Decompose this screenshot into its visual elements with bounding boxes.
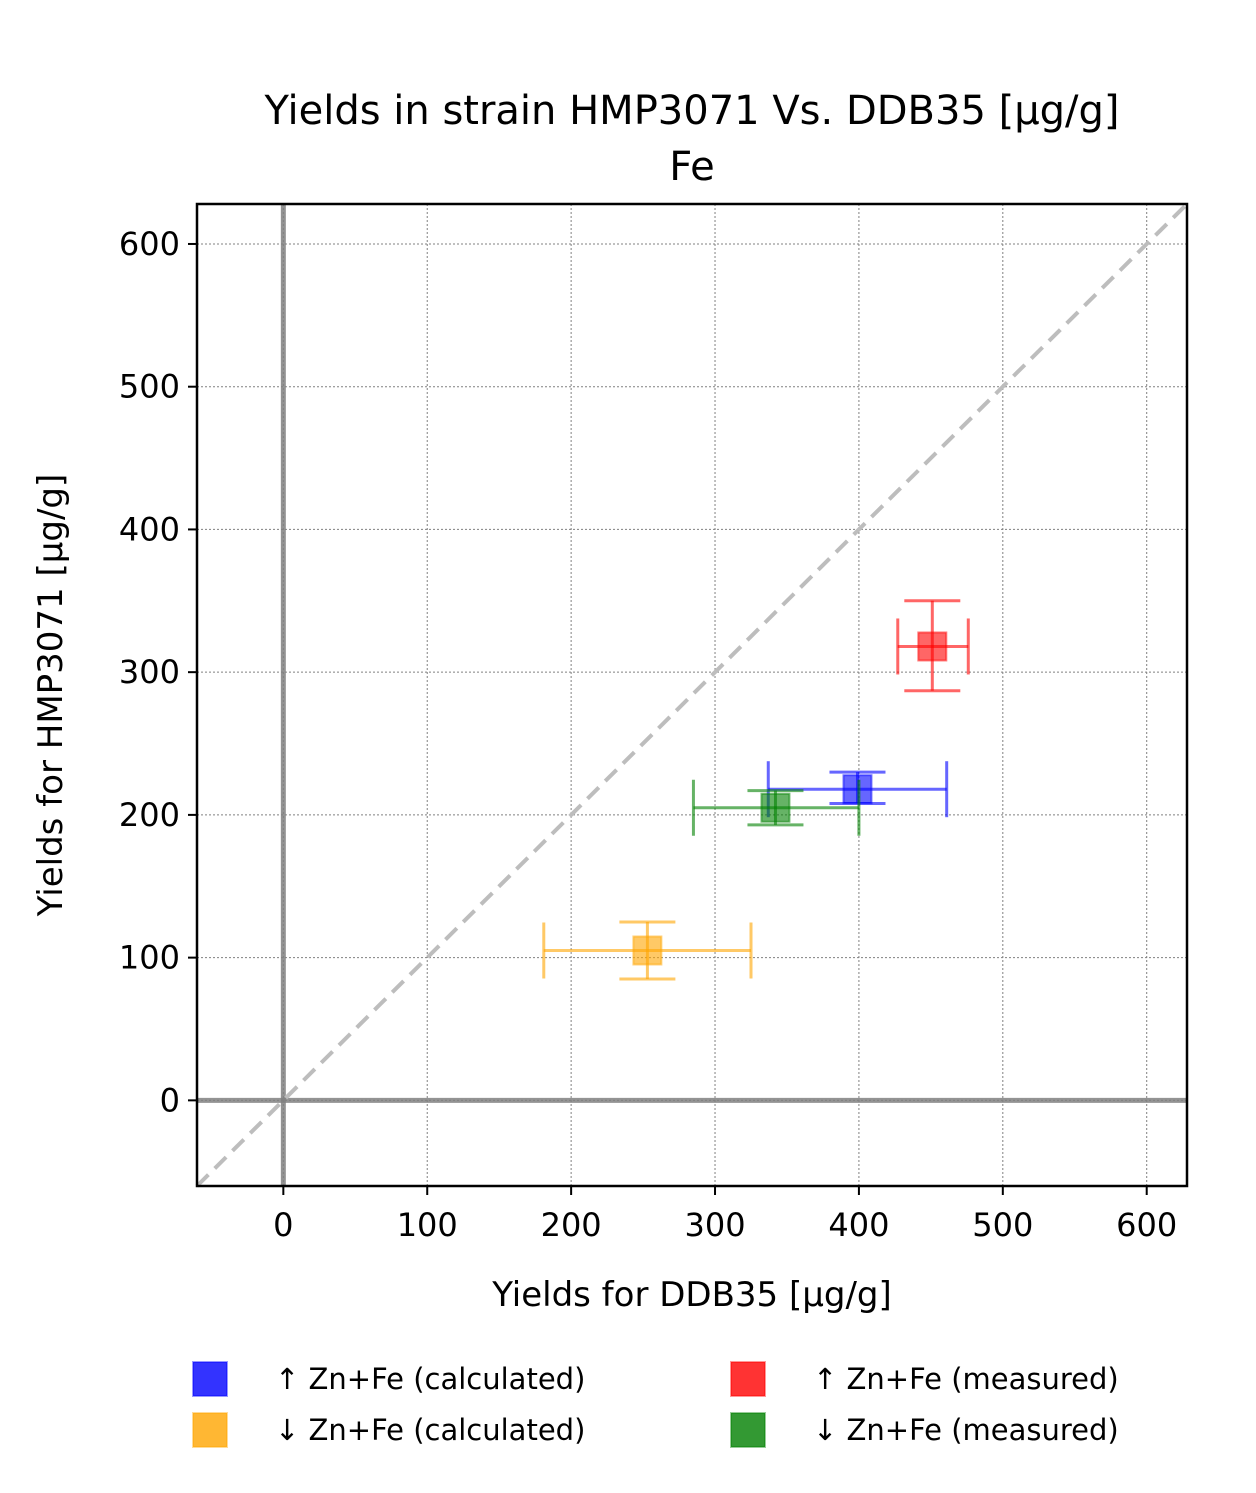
legend: ↑ Zn+Fe (calculated) ↓ Zn+Fe (calculated)… — [192, 1361, 1119, 1448]
x-tick-label: 500 — [972, 1206, 1033, 1244]
plot-frame — [195, 202, 1189, 1188]
legend-label: ↓ Zn+Fe (measured) — [813, 1413, 1119, 1447]
legend-label: ↑ Zn+Fe (measured) — [813, 1362, 1119, 1396]
x-tick-label: 300 — [684, 1206, 745, 1244]
identity-diagonal-line — [195, 202, 1189, 1188]
series-group — [896, 599, 970, 693]
x-tick-label: 200 — [541, 1206, 602, 1244]
legend-swatch — [730, 1412, 766, 1448]
data-point-marker — [632, 935, 663, 966]
series-group — [542, 920, 753, 981]
chart-subtitle: Fe — [669, 144, 714, 190]
legend-swatch — [730, 1361, 766, 1397]
x-tick-label: 400 — [828, 1206, 889, 1244]
legend-swatch — [192, 1361, 228, 1397]
y-tick-label: 100 — [119, 939, 180, 977]
y-tick-label: 600 — [119, 225, 180, 263]
x-tick-label: 600 — [1116, 1206, 1177, 1244]
plot-area — [195, 202, 1189, 1188]
legend-label: ↓ Zn+Fe (calculated) — [275, 1413, 585, 1447]
chart-title: Yields in strain HMP3071 Vs. DDB35 [µg/g… — [263, 88, 1119, 134]
series-group — [691, 779, 861, 836]
y-tick-label: 0 — [160, 1081, 180, 1119]
y-tick-label: 400 — [119, 510, 180, 548]
x-tick-label: 100 — [397, 1206, 458, 1244]
y-tick-label: 300 — [119, 653, 180, 691]
y-tick-label: 200 — [119, 796, 180, 834]
data-point-marker — [760, 792, 791, 823]
axis-ticks: 0 100 200 300 400 500 600 0 100 200 300 400 500 600 — [119, 225, 1177, 1244]
legend-label: ↑ Zn+Fe (calculated) — [275, 1362, 585, 1396]
x-axis-label: Yields for DDB35 [µg/g] — [491, 1275, 892, 1315]
y-axis-label: Yields for HMP3071 [µg/g] — [31, 474, 71, 918]
x-tick-label: 0 — [273, 1206, 293, 1244]
y-tick-label: 500 — [119, 368, 180, 406]
legend-swatch — [192, 1412, 228, 1448]
data-point-marker — [917, 631, 948, 662]
